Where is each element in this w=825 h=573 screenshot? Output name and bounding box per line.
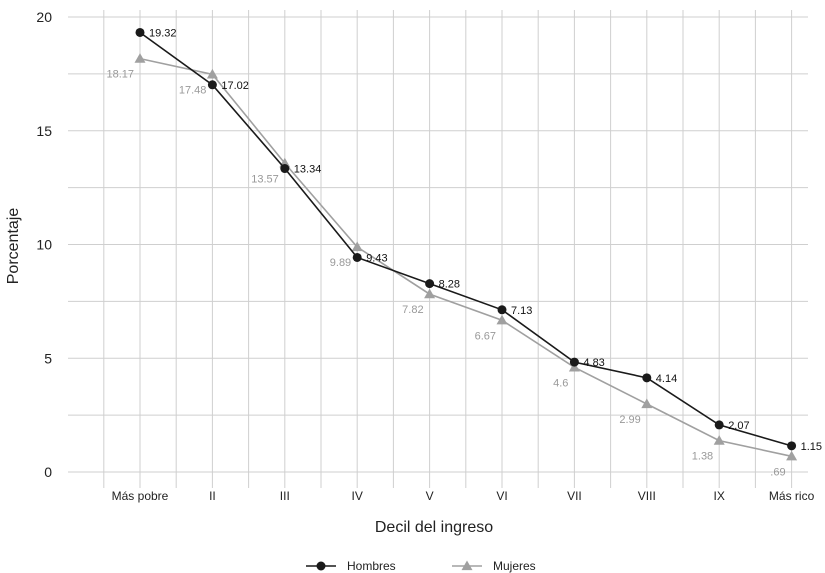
data-label: 1.38	[692, 451, 713, 463]
data-label: 7.13	[511, 305, 532, 317]
data-label: 6.67	[475, 330, 496, 342]
series-hombres	[135, 27, 797, 451]
data-point-triangle	[206, 68, 218, 79]
data-label: 18.17	[106, 69, 134, 81]
data-label: .69	[770, 466, 785, 478]
data-label: 4.83	[583, 357, 604, 369]
data-point-circle	[642, 373, 652, 383]
x-tick-label: VI	[496, 489, 507, 503]
data-point-triangle	[496, 314, 508, 325]
series-line	[139, 57, 792, 458]
data-point-circle	[352, 252, 362, 262]
x-tick-label: IX	[714, 489, 725, 503]
data-label: 4.14	[656, 373, 677, 385]
x-tick-label: Más rico	[769, 489, 815, 503]
series-mujeres	[134, 53, 798, 461]
y-tick-label: 0	[44, 464, 52, 480]
legend-label: Hombres	[347, 559, 396, 573]
data-label: 19.32	[149, 27, 177, 39]
legend-item-hombres: Hombres	[306, 559, 396, 573]
series-group	[134, 27, 798, 461]
legend-marker-circle	[316, 561, 326, 571]
y-tick-label: 5	[44, 350, 52, 366]
y-tick-label: 10	[36, 237, 52, 253]
data-point-triangle	[134, 53, 146, 63]
y-axis-ticks: 0 5 10 15 20	[36, 9, 52, 480]
x-tick-label: VIII	[638, 489, 656, 503]
data-label: 2.07	[728, 420, 749, 432]
data-label: 7.82	[402, 304, 423, 316]
data-label: 1.15	[801, 441, 822, 453]
data-point-triangle	[568, 361, 580, 372]
data-label: 17.48	[179, 84, 207, 96]
data-point-circle	[497, 305, 507, 315]
data-point-circle	[425, 279, 435, 289]
data-label: 8.28	[439, 279, 460, 291]
data-point-triangle	[424, 288, 436, 299]
x-tick-label: VII	[567, 489, 582, 503]
series-line	[139, 31, 792, 447]
data-point-circle	[207, 80, 217, 90]
data-point-circle	[135, 27, 145, 37]
data-point-circle	[569, 357, 579, 367]
legend-item-mujeres: Mujeres	[452, 559, 536, 573]
legend: Hombres Mujeres	[306, 559, 536, 573]
grid	[68, 10, 808, 488]
data-point-triangle	[786, 450, 798, 461]
data-label: 17.02	[221, 80, 249, 92]
x-axis-ticks: Más pobre II III IV V VI VII VIII IX Más rico	[112, 489, 815, 503]
x-tick-label: IV	[352, 489, 363, 503]
data-point-triangle	[641, 398, 653, 409]
y-tick-label: 20	[36, 9, 52, 25]
data-labels: 18.17 17.48 13.57 9.89 7.82 6.67 4.6 2.99 1.38 .6…	[106, 27, 822, 478]
x-tick-label: Más pobre	[112, 489, 169, 503]
data-label: 9.43	[366, 252, 387, 264]
data-point-triangle	[351, 241, 363, 252]
data-point-circle	[280, 164, 290, 174]
x-axis-title: Decil del ingreso	[375, 519, 493, 536]
x-tick-label: V	[426, 489, 434, 503]
data-point-circle	[787, 441, 797, 451]
data-label: 13.57	[251, 173, 279, 185]
data-label: 13.34	[294, 164, 322, 176]
y-axis-title: Porcentaje	[5, 208, 22, 285]
legend-label: Mujeres	[493, 559, 536, 573]
data-point-triangle	[713, 435, 725, 445]
data-label: 4.6	[553, 377, 568, 389]
x-tick-label: III	[280, 489, 290, 503]
legend-marker-triangle	[461, 560, 473, 571]
x-tick-label: II	[209, 489, 216, 503]
data-label: 2.99	[619, 414, 640, 426]
data-point-circle	[714, 420, 724, 430]
y-tick-label: 15	[36, 123, 52, 139]
data-label: 9.89	[330, 257, 351, 269]
